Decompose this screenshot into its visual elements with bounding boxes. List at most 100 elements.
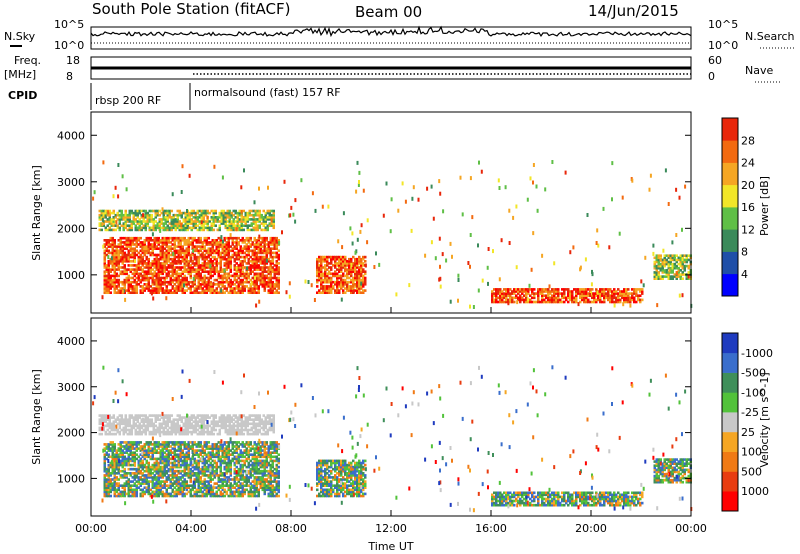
velocity-cell: [109, 482, 112, 485]
power-cell: [202, 216, 205, 219]
power-cell: [100, 211, 103, 215]
velocity-cell: [115, 459, 118, 463]
velocity-cell: [193, 459, 196, 463]
velocity-cell: [207, 457, 210, 461]
power-cell: [119, 239, 122, 242]
velocity-cell: [159, 451, 162, 454]
power-cell: [267, 257, 270, 261]
power-cell: [655, 273, 658, 276]
power-cell: [259, 274, 262, 278]
velocity-cell: [227, 459, 230, 463]
power-cell: [318, 268, 321, 271]
velocity-cell: [141, 472, 144, 475]
velocity-cell: [153, 486, 156, 489]
power-cell: [140, 220, 143, 223]
power-cell: [679, 273, 682, 276]
power-cell: [215, 245, 218, 248]
velocity-cell: [235, 494, 238, 498]
power-cell: [653, 260, 656, 264]
power-cell: [143, 253, 146, 257]
power-cell: [251, 262, 254, 265]
power-cell: [107, 260, 110, 263]
power-cell: [151, 283, 154, 286]
power-cell: [219, 262, 222, 265]
power-cell: [273, 274, 276, 278]
power-cell: [237, 257, 240, 261]
velocity-cell: [167, 451, 170, 454]
power-cell: [121, 272, 124, 276]
power-cell: [272, 218, 275, 221]
velocity-cell: [103, 457, 106, 461]
power-cell: [144, 224, 147, 227]
power-cell: [549, 298, 552, 302]
power-cell: [527, 300, 530, 304]
power-cell: [111, 278, 114, 282]
velocity-cell: [231, 443, 234, 446]
velocity-cell: [169, 453, 172, 456]
power-cell: [161, 287, 164, 290]
power-cell: [157, 278, 160, 282]
power-cell: [227, 241, 230, 244]
power-cell: [587, 298, 590, 302]
power-cell: [247, 272, 250, 276]
power-cell: [236, 216, 239, 219]
velocity-cell: [223, 467, 226, 471]
velocity-cell: [219, 463, 222, 467]
power-cell: [358, 255, 361, 259]
power-cell: [105, 283, 108, 286]
power-cell: [597, 296, 600, 300]
power-cell: [330, 272, 333, 276]
velocity-cell: [179, 482, 182, 485]
nsky-traces: [90, 25, 692, 44]
power-cell: [242, 220, 245, 223]
power-cell: [269, 268, 272, 271]
power-cell: [135, 268, 138, 271]
velocity-cell: [185, 472, 188, 475]
power-cell: [203, 239, 206, 242]
power-cell: [318, 257, 321, 261]
power-cell: [679, 260, 682, 264]
power-cell: [652, 243, 655, 248]
velocity-cell: [225, 465, 228, 469]
power-cell: [596, 228, 599, 233]
velocity-cell: [197, 486, 200, 489]
power-cell: [125, 276, 128, 280]
velocity-cell: [155, 459, 158, 463]
power-cell: [603, 290, 606, 293]
power-cell: [526, 297, 529, 302]
velocity-cell: [217, 476, 220, 479]
power-cell: [163, 266, 166, 269]
power-cell: [109, 236, 112, 240]
power-cell: [316, 266, 319, 269]
power-cell: [316, 278, 319, 282]
velocity-cell: [145, 455, 148, 459]
power-cell: [143, 270, 146, 273]
power-cell: [208, 220, 211, 223]
power-cell: [201, 262, 204, 265]
velocity-cell: [157, 441, 160, 444]
power-cell: [162, 216, 165, 219]
power-cell: [147, 264, 150, 267]
velocity-cell: [231, 447, 234, 450]
power-cell: [153, 236, 156, 240]
power-cell: [203, 260, 206, 263]
power-heatmap-cells: [92, 160, 693, 309]
power-cell: [153, 241, 156, 244]
power-cell: [205, 241, 208, 244]
power-cell: [163, 291, 166, 294]
power-colorbar-label: Power [dB]: [758, 176, 771, 236]
velocity-cell: [165, 476, 168, 479]
power-cell: [247, 251, 250, 255]
power-cell: [173, 268, 176, 271]
power-cell: [328, 289, 331, 292]
velocity-cell: [155, 492, 158, 496]
velocity-cell: [149, 441, 152, 444]
power-cell: [147, 257, 150, 261]
power-cell: [207, 255, 210, 259]
velocity-cell: [215, 445, 218, 448]
power-cell: [143, 274, 146, 278]
velocity-cell: [109, 441, 112, 444]
power-cell: [617, 300, 620, 304]
power-cell: [507, 301, 510, 306]
